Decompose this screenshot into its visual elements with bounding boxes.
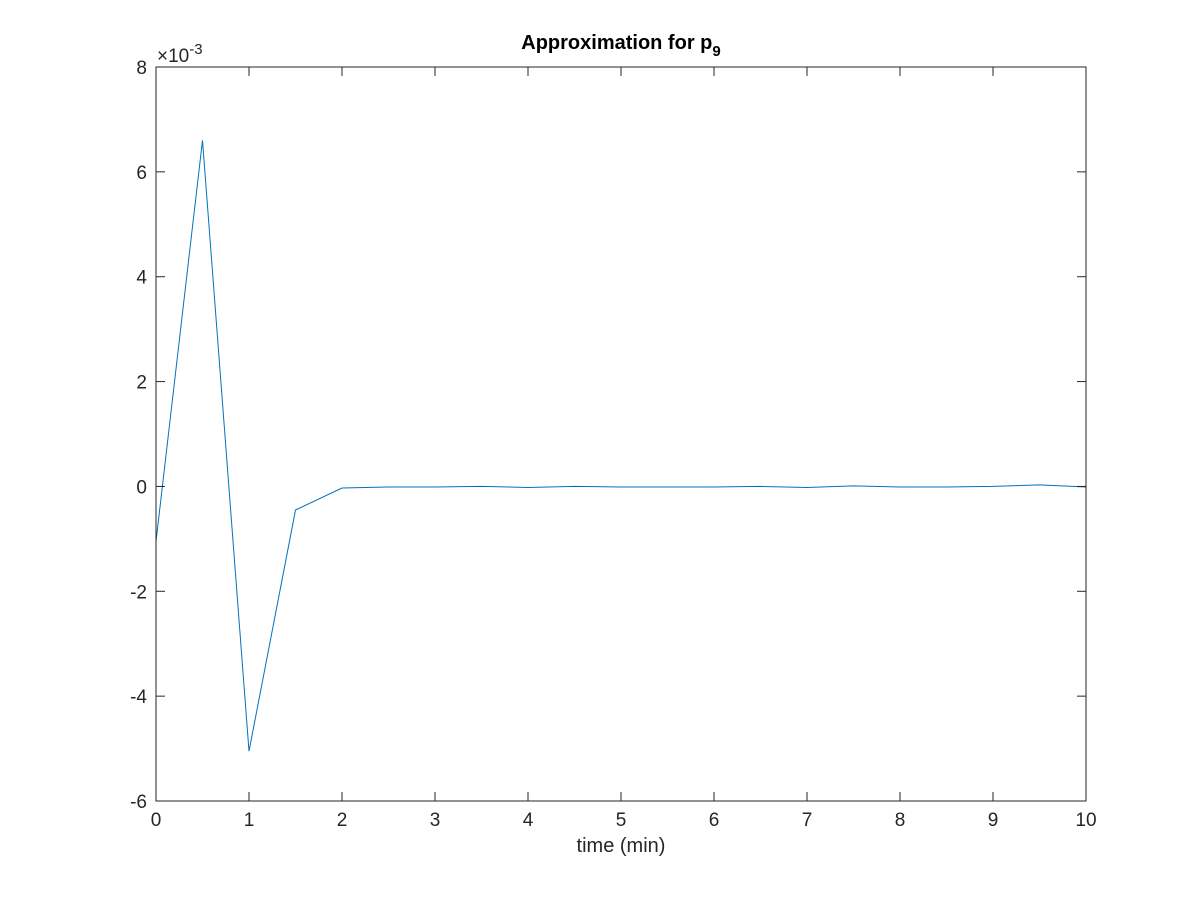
- y-axis-multiplier-exponent: -3: [189, 41, 202, 58]
- ticks-layer: 0 1 2 3 4 5 6 7 8 9 10 -6 -4 -2 0 2 4 6 8: [130, 58, 1096, 831]
- axes-box: [155, 66, 1087, 802]
- x-tick-label: 1: [244, 810, 255, 831]
- x-tick-label: 10: [1075, 810, 1096, 831]
- x-tick-label: 3: [430, 810, 441, 831]
- x-tick-label: 7: [802, 810, 813, 831]
- x-tick-label: 9: [988, 810, 999, 831]
- x-tick-label: 4: [523, 810, 534, 831]
- y-tick-label: -4: [130, 687, 147, 708]
- y-tick-label: 2: [136, 373, 147, 394]
- y-axis-multiplier: ×10-3: [157, 41, 203, 67]
- chart-title: Approximation for p9: [521, 32, 720, 60]
- y-axis-multiplier-base: ×10: [157, 46, 189, 67]
- x-tick-label: 8: [895, 810, 906, 831]
- chart-title-subscript: 9: [712, 43, 720, 60]
- x-tick-label: 5: [616, 810, 627, 831]
- chart-title-main: Approximation for p: [521, 32, 712, 54]
- series-line: [155, 140, 1087, 752]
- y-tick-label: 6: [136, 163, 147, 184]
- x-tick-label: 6: [709, 810, 720, 831]
- y-tick-label: -6: [130, 792, 147, 813]
- plot-area: [156, 67, 1086, 801]
- series-layer: [155, 140, 1087, 752]
- y-tick-label: 4: [136, 268, 147, 289]
- x-tick-label: 2: [337, 810, 348, 831]
- x-tick-label: 0: [151, 810, 162, 831]
- x-axis-label: time (min): [577, 835, 666, 857]
- y-tick-label: 8: [136, 58, 147, 79]
- y-tick-label: 0: [136, 477, 147, 498]
- y-tick-label: -2: [130, 582, 147, 603]
